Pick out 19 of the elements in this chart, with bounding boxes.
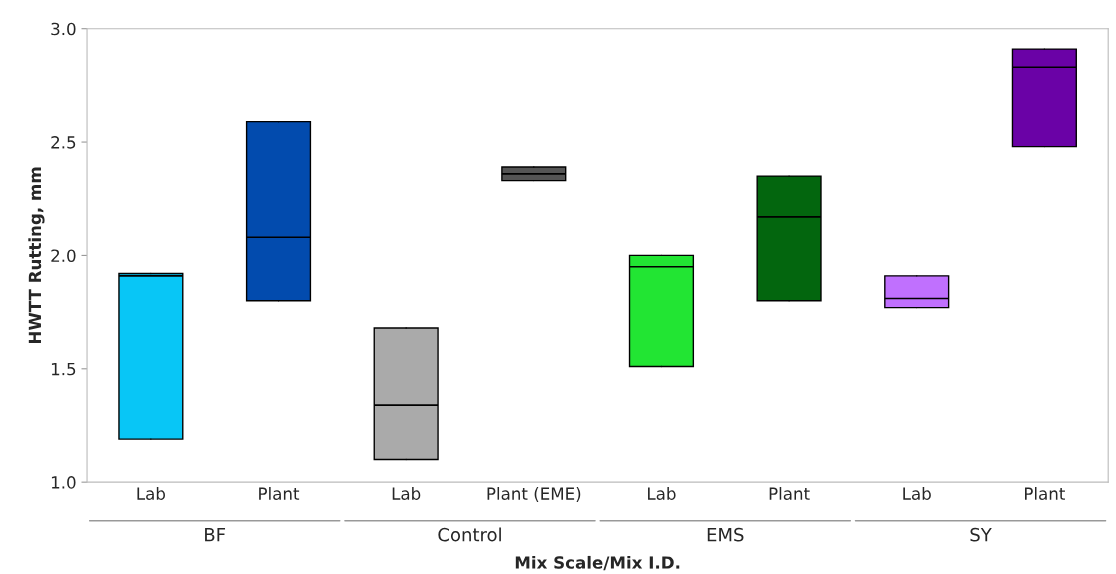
text: EMS bbox=[707, 527, 744, 542]
text: Control bbox=[438, 527, 501, 542]
x-tick-label: Plant bbox=[1025, 487, 1065, 500]
y-tick-label: 2.5 bbox=[51, 136, 76, 149]
y-tick-label: 2.0 bbox=[51, 249, 76, 262]
x-tick-label: Lab bbox=[648, 487, 676, 500]
x-tick-label: Plant bbox=[769, 487, 810, 500]
x-axis-title: Mix Scale/Mix I.D. bbox=[515, 555, 680, 571]
x-tick-label: Lab bbox=[137, 487, 165, 500]
y-axis-title: HWTT Rutting, mm bbox=[28, 167, 45, 344]
y-tick-label: 1.5 bbox=[51, 362, 76, 376]
text: SY bbox=[970, 527, 992, 542]
x-tick-label: Lab bbox=[903, 487, 931, 500]
x-tick-label: Lab bbox=[392, 487, 421, 500]
y-tick-label: 1.0 bbox=[51, 476, 76, 489]
text: BF bbox=[205, 528, 226, 542]
x-tick-label: Plant bbox=[259, 487, 300, 500]
x-tick-label: Plant (EME) bbox=[487, 487, 581, 502]
y-tick-label: 3.0 bbox=[51, 22, 76, 36]
